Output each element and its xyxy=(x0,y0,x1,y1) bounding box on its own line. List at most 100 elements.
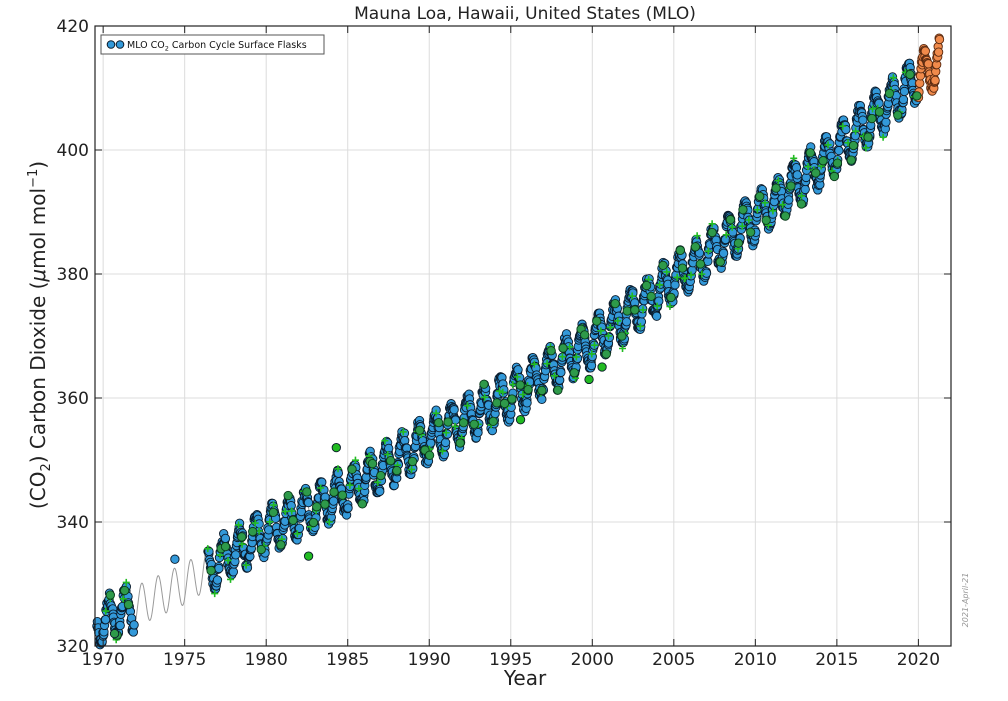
x-tick-label: 2015 xyxy=(815,650,858,670)
flask-flagged-marker xyxy=(317,484,325,492)
flask-flagged-marker xyxy=(745,216,753,224)
flask-flagged-marker xyxy=(698,270,706,278)
flask-flagged-marker xyxy=(728,223,736,231)
flask-point xyxy=(825,139,835,149)
flask-secondary-point xyxy=(829,171,839,182)
flask-point xyxy=(115,620,125,631)
flask-flagged-marker xyxy=(374,478,382,486)
flask-flagged-marker xyxy=(355,485,363,493)
flask-secondary-point xyxy=(206,565,216,576)
flask-point xyxy=(449,405,459,415)
flask-secondary-point xyxy=(288,515,298,525)
flask-flagged-marker xyxy=(442,429,450,437)
flask-flagged-marker xyxy=(879,133,887,141)
flask-flagged-marker xyxy=(204,545,212,553)
flask-secondary-point xyxy=(725,215,736,225)
y-axis-title: (CO2) Carbon Dioxide (μmol mol−1) xyxy=(26,161,54,509)
x-tick-label: 1985 xyxy=(326,650,369,670)
flask-secondary-point xyxy=(329,487,339,497)
flask-flagged-marker xyxy=(281,507,289,515)
flask-flagged-marker xyxy=(550,372,558,380)
x-tick-label: 1990 xyxy=(408,650,451,670)
flask-flagged-marker xyxy=(227,575,235,583)
flask-point xyxy=(670,280,680,290)
flask-flagged-marker xyxy=(122,578,130,586)
flask-secondary-point xyxy=(492,398,502,408)
flask-flagged-marker xyxy=(266,518,274,526)
flask-secondary-point xyxy=(392,465,402,476)
x-tick-label: 1970 xyxy=(82,650,125,670)
flask-flagged-marker xyxy=(572,353,580,361)
flask-flagged-marker xyxy=(334,465,342,473)
flask-secondary-point xyxy=(580,330,590,340)
x-tick-label: 2010 xyxy=(734,650,777,670)
flask-secondary-point xyxy=(424,450,435,460)
flask-flagged-marker xyxy=(408,465,416,473)
flask-flagged-marker xyxy=(839,122,847,130)
chart-title: Mauna Loa, Hawaii, United States (MLO) xyxy=(354,4,696,24)
flask-point xyxy=(572,353,583,363)
flask-secondary-point xyxy=(733,238,744,248)
flask-flagged-marker xyxy=(588,350,596,358)
flask-point xyxy=(343,503,353,513)
flask-secondary-point xyxy=(690,242,701,252)
flask-preliminary-point xyxy=(923,59,934,69)
outlier-point xyxy=(597,362,607,372)
flask-preliminary-point xyxy=(934,34,945,45)
flask-secondary-point xyxy=(622,306,632,316)
legend: MLO CO2 Carbon Cycle Surface Flasks xyxy=(100,34,325,55)
flask-secondary-point xyxy=(507,394,517,404)
outlier-point xyxy=(584,374,594,385)
axis-ticks xyxy=(95,25,951,647)
flask-point xyxy=(522,398,532,408)
flask-flagged-marker xyxy=(722,231,730,239)
outlier-point xyxy=(515,415,526,425)
flask-secondary-point xyxy=(658,260,668,271)
flask-secondary-point xyxy=(786,181,796,191)
legend-marker-1 xyxy=(106,40,116,49)
flask-flagged-marker xyxy=(270,501,278,509)
flask-point xyxy=(604,332,615,343)
x-tick-label: 2005 xyxy=(652,650,695,670)
flask-point xyxy=(652,311,662,321)
outlier-point xyxy=(109,628,120,639)
flask-secondary-point xyxy=(415,425,425,435)
flask-flagged-marker xyxy=(102,607,110,615)
flask-secondary-point xyxy=(818,156,828,166)
flask-flagged-marker xyxy=(704,247,712,255)
flask-secondary-point xyxy=(523,384,533,395)
flask-flagged-marker xyxy=(509,381,517,389)
flask-point xyxy=(328,496,339,506)
flask-secondary-point xyxy=(893,110,903,120)
flask-secondary-point xyxy=(312,502,322,512)
flask-flagged-marker xyxy=(708,220,716,228)
flask-flagged-marker xyxy=(663,268,671,276)
flask-point xyxy=(231,550,241,560)
flask-point xyxy=(214,563,224,574)
flask-secondary-point xyxy=(443,417,453,427)
flask-flagged-marker xyxy=(381,437,389,445)
flask-secondary-point xyxy=(302,487,312,497)
flask-flagged-marker xyxy=(481,393,489,401)
flask-point xyxy=(440,437,451,448)
flask-secondary-point xyxy=(455,438,465,448)
flask-secondary-point xyxy=(337,490,348,500)
flask-flagged-marker xyxy=(889,74,897,82)
y-tick-labels: 320 340 360 380 400 420 xyxy=(57,17,89,657)
flask-secondary-point xyxy=(347,464,357,474)
flask-point xyxy=(898,94,909,105)
flask-secondary-point xyxy=(276,540,286,550)
flask-flagged-marker xyxy=(242,561,250,569)
flask-flagged-marker xyxy=(325,518,333,526)
flask-secondary-point xyxy=(677,263,688,273)
flask-secondary-point xyxy=(905,69,915,80)
flask-flagged-marker xyxy=(496,387,504,395)
flask-point xyxy=(426,438,436,448)
flask-secondary-point xyxy=(912,91,922,101)
flask-secondary-point xyxy=(707,227,717,238)
flask-point xyxy=(841,124,851,135)
y-tick-label: 400 xyxy=(57,141,89,161)
flask-flagged-marker xyxy=(451,422,459,430)
flask-flagged-marker xyxy=(798,192,806,200)
